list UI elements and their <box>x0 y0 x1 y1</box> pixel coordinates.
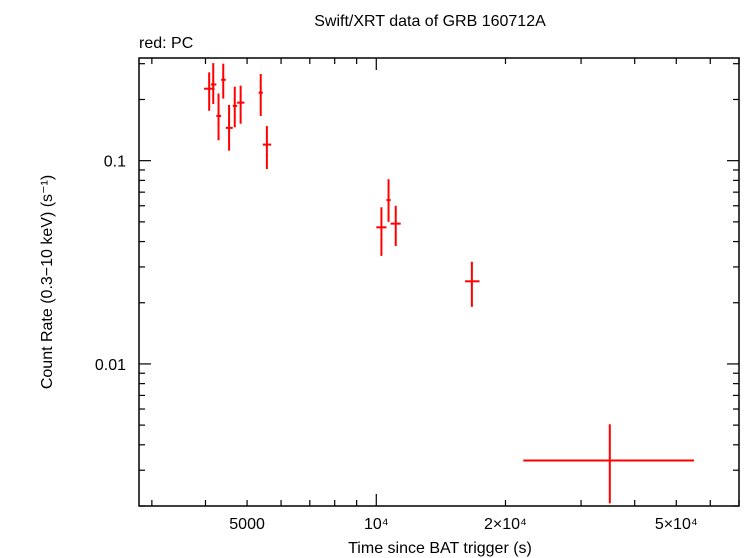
data-point <box>232 86 238 128</box>
x-axis-tick-labels: 5000 10⁴ 2×10⁴ 5×10⁴ <box>229 516 698 533</box>
data-point <box>225 104 233 151</box>
data-point <box>390 205 401 247</box>
chart-subtitle: red: PC <box>139 35 193 52</box>
x-tick-label: 10⁴ <box>364 516 389 533</box>
data-point <box>465 261 480 307</box>
chart-title: Swift/XRT data of GRB 160712A <box>314 13 546 30</box>
data-point <box>210 63 217 105</box>
data-point <box>376 207 387 256</box>
data-series-pc <box>204 63 695 504</box>
y-axis-tick-labels: 0.1 0.01 <box>95 154 126 374</box>
data-point <box>221 63 226 99</box>
y-axis-label: Count Rate (0.3−10 keV) (s⁻¹) <box>39 175 56 389</box>
data-point <box>258 73 263 116</box>
plot-frame <box>138 57 740 507</box>
x-tick-label: 5000 <box>229 516 265 533</box>
x-axis-ticks <box>151 58 740 506</box>
x-tick-label: 5×10⁴ <box>655 516 698 533</box>
data-point <box>386 179 391 222</box>
y-tick-label: 0.01 <box>95 357 126 374</box>
data-point <box>216 93 222 141</box>
data-point <box>237 85 245 124</box>
data-point <box>523 424 695 504</box>
x-axis-label: Time since BAT trigger (s) <box>348 540 532 557</box>
x-tick-label: 2×10⁴ <box>484 516 527 533</box>
y-tick-label: 0.1 <box>104 154 126 171</box>
y-axis-ticks <box>139 63 739 507</box>
data-point <box>262 126 272 169</box>
